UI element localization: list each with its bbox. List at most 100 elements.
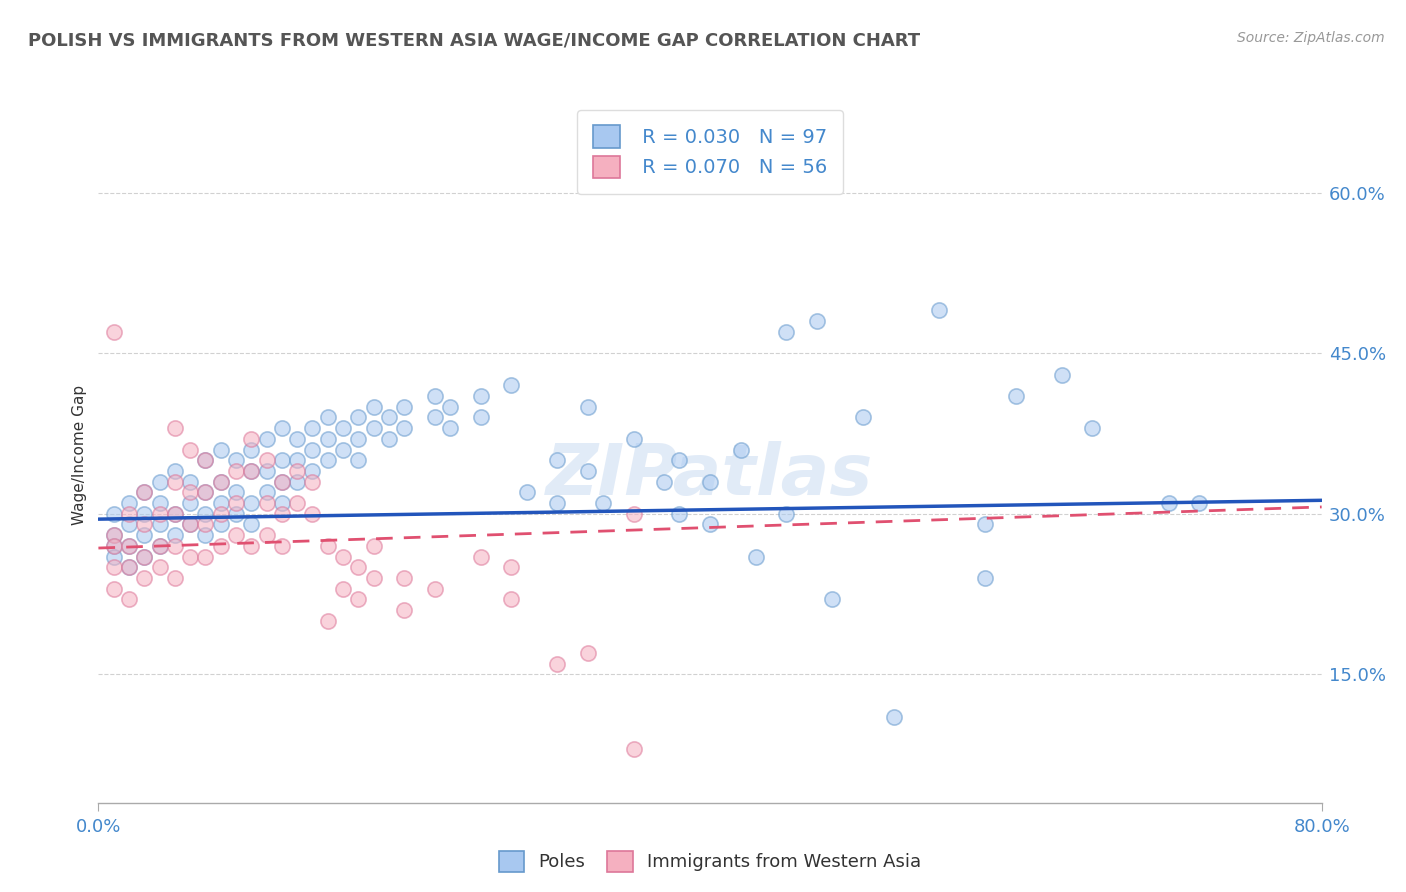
- Point: [270, 496, 292, 510]
- Point: [256, 464, 278, 478]
- Point: [347, 592, 370, 607]
- Point: [209, 539, 232, 553]
- Point: [240, 464, 263, 478]
- Point: [240, 464, 263, 478]
- Point: [256, 528, 278, 542]
- Point: [118, 560, 141, 574]
- Point: [285, 475, 308, 489]
- Point: [439, 400, 461, 414]
- Point: [179, 475, 201, 489]
- Point: [240, 442, 263, 457]
- Point: [1157, 496, 1180, 510]
- Point: [392, 421, 416, 435]
- Point: [301, 475, 323, 489]
- Point: [652, 475, 675, 489]
- Point: [163, 507, 186, 521]
- Point: [134, 485, 156, 500]
- Point: [623, 742, 645, 756]
- Point: [470, 410, 492, 425]
- Point: [301, 442, 323, 457]
- Point: [332, 421, 354, 435]
- Point: [194, 528, 217, 542]
- Point: [699, 517, 721, 532]
- Point: [149, 496, 172, 510]
- Point: [270, 421, 292, 435]
- Point: [240, 517, 263, 532]
- Point: [149, 539, 172, 553]
- Point: [134, 485, 156, 500]
- Point: [225, 507, 247, 521]
- Point: [821, 592, 844, 607]
- Point: [378, 432, 401, 446]
- Point: [163, 421, 186, 435]
- Point: [163, 571, 186, 585]
- Point: [103, 549, 125, 564]
- Point: [149, 517, 172, 532]
- Point: [209, 475, 232, 489]
- Point: [118, 539, 141, 553]
- Point: [347, 432, 370, 446]
- Point: [423, 410, 446, 425]
- Legend: Poles, Immigrants from Western Asia: Poles, Immigrants from Western Asia: [486, 838, 934, 884]
- Point: [1081, 421, 1104, 435]
- Point: [209, 507, 232, 521]
- Point: [209, 517, 232, 532]
- Point: [332, 442, 354, 457]
- Point: [149, 507, 172, 521]
- Point: [270, 507, 292, 521]
- Point: [1004, 389, 1026, 403]
- Point: [974, 517, 997, 532]
- Point: [194, 453, 217, 467]
- Point: [501, 592, 523, 607]
- Point: [118, 517, 141, 532]
- Point: [194, 485, 217, 500]
- Point: [745, 549, 768, 564]
- Point: [194, 485, 217, 500]
- Point: [256, 496, 278, 510]
- Point: [194, 507, 217, 521]
- Point: [592, 496, 614, 510]
- Point: [285, 432, 308, 446]
- Point: [775, 325, 797, 339]
- Point: [546, 496, 568, 510]
- Point: [179, 549, 201, 564]
- Point: [103, 528, 125, 542]
- Point: [194, 517, 217, 532]
- Point: [179, 496, 201, 510]
- Point: [134, 549, 156, 564]
- Point: [623, 507, 645, 521]
- Point: [392, 400, 416, 414]
- Point: [576, 400, 599, 414]
- Point: [118, 560, 141, 574]
- Point: [423, 582, 446, 596]
- Point: [623, 432, 645, 446]
- Point: [240, 496, 263, 510]
- Point: [103, 325, 125, 339]
- Point: [134, 571, 156, 585]
- Point: [149, 475, 172, 489]
- Point: [103, 507, 125, 521]
- Point: [118, 507, 141, 521]
- Point: [134, 507, 156, 521]
- Point: [285, 453, 308, 467]
- Point: [576, 646, 599, 660]
- Point: [256, 453, 278, 467]
- Point: [470, 549, 492, 564]
- Point: [118, 496, 141, 510]
- Point: [501, 560, 523, 574]
- Point: [103, 539, 125, 553]
- Point: [316, 453, 339, 467]
- Point: [775, 507, 797, 521]
- Point: [806, 314, 828, 328]
- Point: [928, 303, 950, 318]
- Point: [730, 442, 752, 457]
- Point: [194, 453, 217, 467]
- Point: [103, 560, 125, 574]
- Point: [392, 571, 416, 585]
- Point: [285, 496, 308, 510]
- Point: [256, 432, 278, 446]
- Point: [316, 432, 339, 446]
- Text: Source: ZipAtlas.com: Source: ZipAtlas.com: [1237, 31, 1385, 45]
- Point: [118, 539, 141, 553]
- Point: [699, 475, 721, 489]
